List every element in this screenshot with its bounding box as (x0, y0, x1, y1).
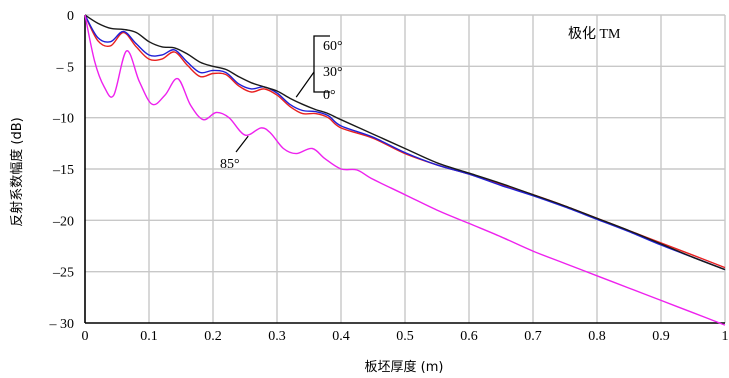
y-tick-label-6: – 30 (49, 317, 75, 332)
series-line-1 (84, 14, 726, 271)
series-line-3 (84, 14, 726, 326)
annotation-2: 0° (323, 88, 336, 103)
x-tick-label-0: 0 (82, 329, 89, 344)
series-line-0 (84, 14, 726, 271)
x-tick-label-7: 0.7 (524, 329, 542, 344)
x-axis-label: 板坯厚度 (m) (365, 359, 444, 375)
y-tick-label-1: – 5 (56, 60, 75, 75)
angle-bracket-leader (295, 71, 315, 98)
x-tick-label-6: 0.6 (460, 329, 478, 344)
annotation-1: 30° (323, 65, 343, 80)
x-tick-label-1: 0.1 (140, 329, 158, 344)
x-tick-label-9: 0.9 (652, 329, 670, 344)
angle-bracket (313, 35, 330, 93)
y-axis-label: 反射系数幅度 (dB) (9, 117, 25, 226)
y-tick-label-5: –25 (52, 266, 74, 281)
x-tick-label-5: 0.5 (396, 329, 414, 344)
annotation-85-leader (235, 135, 249, 153)
x-tick-label-4: 0.4 (332, 329, 350, 344)
x-tick-label-3: 0.3 (268, 329, 286, 344)
polarization-label: 极化 TM (568, 26, 621, 42)
axes (84, 15, 725, 324)
x-tick-label-2: 0.2 (204, 329, 222, 344)
y-tick-label-3: –15 (52, 163, 74, 178)
y-tick-label-0: 0 (67, 9, 74, 24)
x-tick-label-10: 1 (722, 329, 729, 344)
y-tick-label-2: –10 (52, 112, 74, 127)
series-lines (84, 14, 726, 326)
angle-annotations: 60° 30° 0° 85° (220, 35, 343, 172)
y-tick-labels: 0 – 5 –10 –15 –20 –25 – 30 (49, 9, 75, 332)
annotation-0: 60° (323, 39, 343, 54)
y-tick-label-4: –20 (52, 214, 74, 229)
x-tick-labels: 0 0.1 0.2 0.3 0.4 0.5 0.6 0.7 0.8 0.9 1 (82, 329, 729, 344)
x-tick-label-8: 0.8 (588, 329, 606, 344)
annotation-3: 85° (220, 157, 240, 172)
